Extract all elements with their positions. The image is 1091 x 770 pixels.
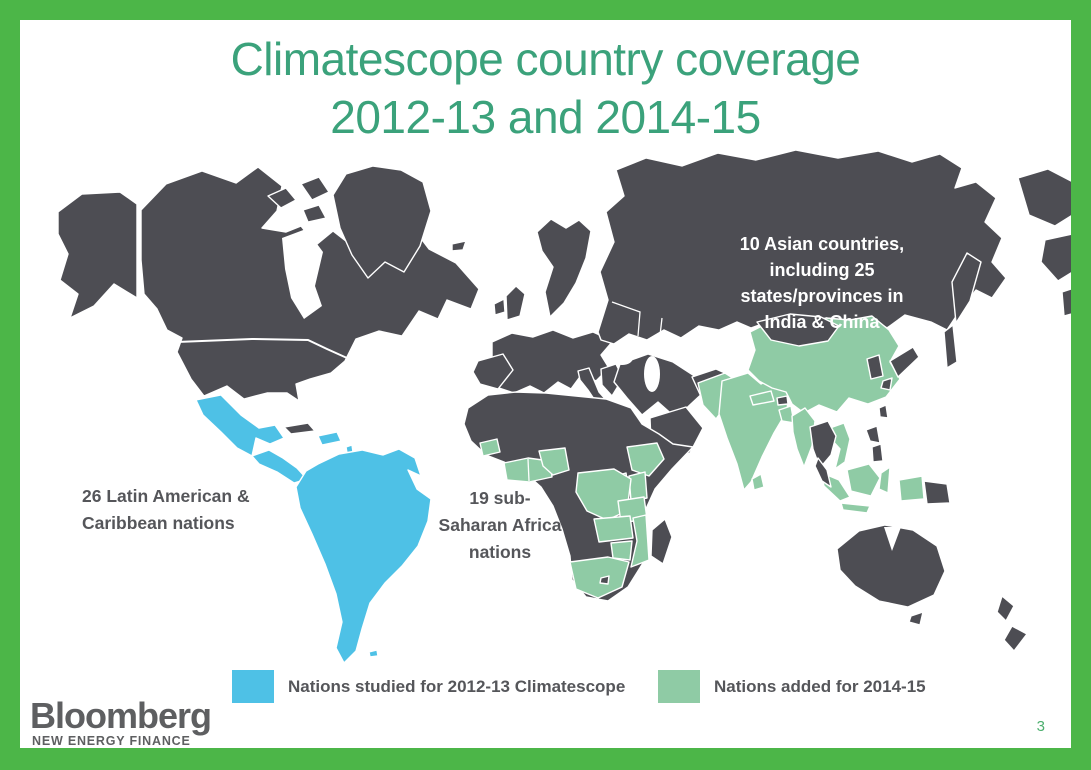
bloomberg-logo: Bloomberg bbox=[30, 695, 212, 736]
us-canada-border bbox=[176, 337, 362, 360]
region-myanmar bbox=[791, 407, 816, 468]
region-mozambique bbox=[630, 514, 650, 568]
region-iberia bbox=[472, 353, 514, 390]
region-scandinavia bbox=[536, 218, 592, 318]
region-south-america bbox=[295, 448, 432, 664]
region-cuba bbox=[283, 422, 316, 435]
region-far-east-island bbox=[1040, 233, 1071, 282]
page-title: Climatescope country coverage 2012-13 an… bbox=[230, 33, 861, 143]
africa-annotation: 19 sub- Saharan Africa nations bbox=[438, 488, 562, 562]
region-mongolia bbox=[756, 313, 840, 347]
region-indochina bbox=[809, 420, 837, 469]
hudson-bay bbox=[282, 229, 323, 319]
region-java bbox=[840, 502, 871, 514]
country-border-line bbox=[693, 329, 701, 353]
gulf-of-carpentaria bbox=[884, 527, 901, 551]
latin-america-annotation: 26 Latin American & Caribbean nations bbox=[82, 486, 250, 533]
region-kamchatka bbox=[951, 252, 982, 324]
region-iceland bbox=[451, 240, 467, 252]
region-lesotho bbox=[599, 575, 610, 585]
map-region-2012-13-blue bbox=[195, 394, 432, 664]
region-falklands bbox=[368, 649, 379, 658]
region-russia bbox=[597, 149, 1007, 345]
region-uk bbox=[505, 285, 526, 321]
region-central-america bbox=[251, 449, 308, 484]
region-ethiopia bbox=[626, 442, 665, 477]
region-far-east-island bbox=[1061, 288, 1071, 317]
region-japan bbox=[880, 377, 893, 391]
bloomberg-logo-subtitle: NEW ENERGY FINANCE bbox=[32, 734, 191, 748]
region-south-africa bbox=[569, 556, 630, 599]
region-philippines bbox=[871, 443, 884, 463]
region-nigeria bbox=[538, 447, 570, 476]
country-border-line bbox=[658, 317, 663, 345]
region-sri-lanka bbox=[751, 473, 765, 491]
region-mexico bbox=[195, 394, 285, 457]
map-white-details bbox=[176, 229, 901, 551]
legend-swatch-green bbox=[658, 670, 700, 703]
map-dark-overlays bbox=[599, 313, 951, 585]
region-far-east-island bbox=[1017, 168, 1071, 227]
region-malay-peninsula bbox=[814, 457, 832, 488]
country-border-line bbox=[611, 301, 641, 337]
region-bhutan bbox=[776, 395, 789, 406]
region-zimbabwe bbox=[610, 540, 633, 561]
page-number: 3 bbox=[1036, 718, 1045, 735]
legend-label: Nations added for 2014-15 bbox=[714, 676, 926, 696]
region-new-zealand bbox=[1003, 625, 1028, 652]
legend-label: Nations studied for 2012-13 Climatescope bbox=[288, 676, 626, 696]
region-ireland bbox=[493, 298, 506, 316]
legend-item-2014-15: Nations added for 2014-15 bbox=[658, 670, 926, 703]
region-borneo bbox=[846, 463, 881, 497]
country-border-line bbox=[527, 458, 530, 482]
asia-annotation: 10 Asian countries, including 25 states/… bbox=[739, 234, 905, 332]
region-philippines bbox=[865, 425, 881, 444]
region-arctic-island bbox=[300, 176, 330, 201]
region-new-zealand bbox=[996, 595, 1015, 622]
region-sulawesi bbox=[878, 466, 891, 494]
legend-swatch-blue bbox=[232, 670, 274, 703]
region-sakhalin bbox=[943, 324, 958, 369]
black-sea bbox=[611, 351, 633, 365]
region-kenya bbox=[628, 471, 648, 502]
region-drc bbox=[575, 468, 632, 521]
region-zambia bbox=[593, 515, 634, 543]
region-hispaniola bbox=[317, 431, 342, 446]
region-madagascar bbox=[650, 518, 673, 565]
region-arctic-island bbox=[302, 204, 327, 223]
caspian-sea bbox=[644, 356, 660, 392]
region-nepal bbox=[749, 390, 775, 406]
region-korea bbox=[866, 354, 884, 380]
slide: Climatescope country coverage 2012-13 an… bbox=[20, 20, 1071, 748]
region-arctic-island bbox=[267, 187, 297, 209]
world-map bbox=[57, 149, 1071, 664]
region-greenland bbox=[332, 165, 432, 279]
region-papua-new-guinea bbox=[923, 480, 951, 505]
region-australia bbox=[836, 524, 946, 608]
region-japan bbox=[889, 346, 920, 378]
region-senegal bbox=[479, 438, 501, 457]
region-tasmania bbox=[908, 611, 924, 626]
map-region-2014-15-green bbox=[479, 315, 925, 599]
region-alaska bbox=[57, 191, 138, 319]
legend-item-2012-13: Nations studied for 2012-13 Climatescope bbox=[232, 670, 625, 703]
region-west-papua bbox=[898, 475, 925, 502]
region-taiwan bbox=[878, 404, 889, 419]
